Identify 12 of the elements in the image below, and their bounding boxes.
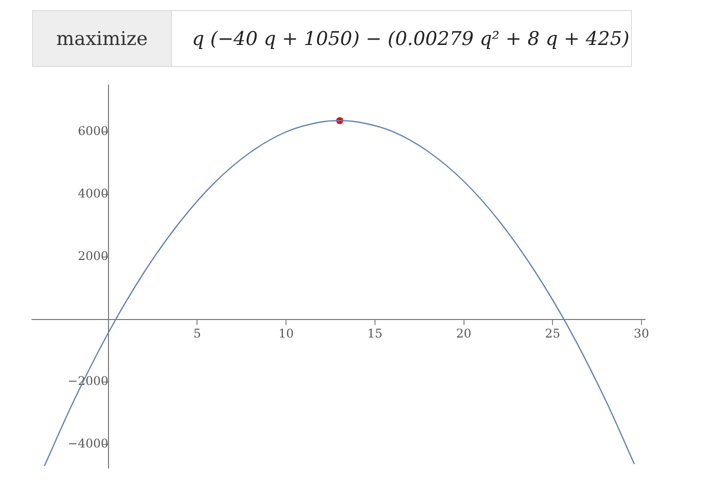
x-tick-label: 20 bbox=[456, 326, 472, 341]
y-tick-label: −4000 bbox=[68, 436, 108, 450]
y-tick-label: 6000 bbox=[78, 124, 108, 138]
chart-subtitle: q (−40 q + 1050) − (0.00279 q² + 8 q + 425) bbox=[191, 26, 630, 52]
x-tick-label: 5 bbox=[193, 326, 202, 341]
y-tick-label: 4000 bbox=[78, 186, 108, 200]
x-tick-label: 25 bbox=[544, 326, 560, 341]
x-tick-label: 10 bbox=[278, 326, 294, 341]
chart-title: maximize bbox=[33, 11, 172, 66]
y-tick-label: 2000 bbox=[78, 248, 108, 263]
x-tick-label: 15 bbox=[367, 326, 383, 341]
x-tick-label: 30 bbox=[634, 326, 650, 341]
